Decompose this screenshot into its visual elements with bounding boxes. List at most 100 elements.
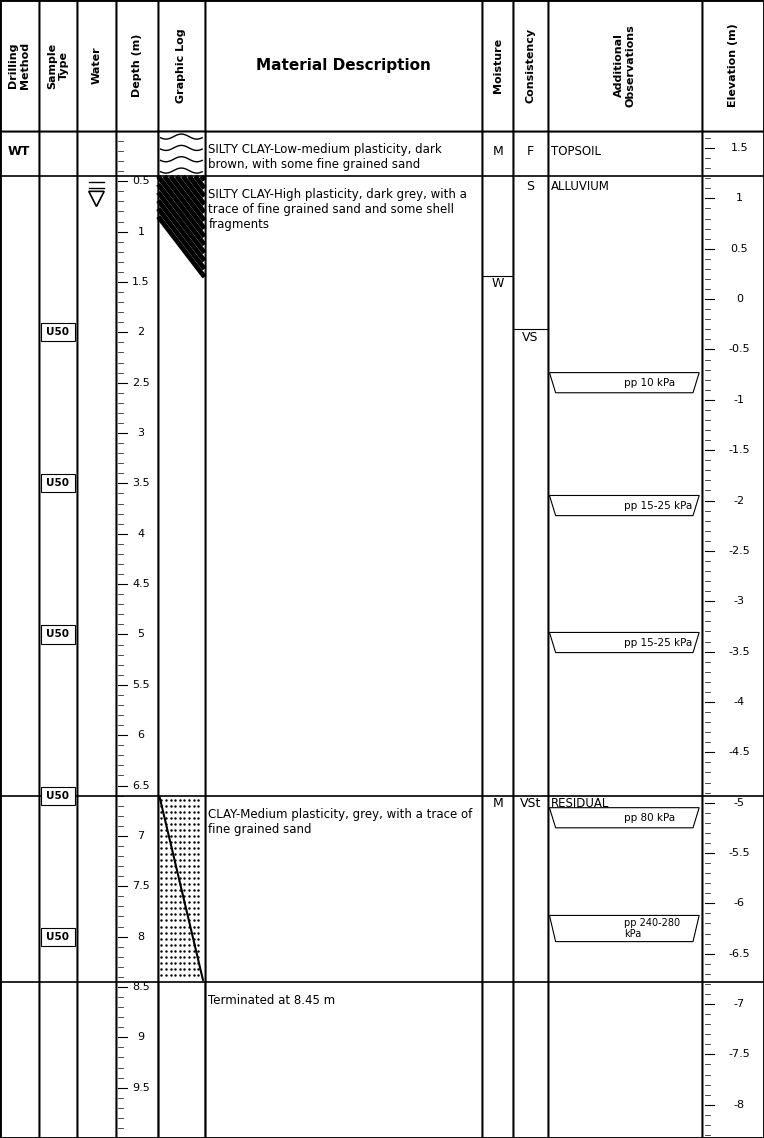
Text: -0.5: -0.5 — [729, 345, 750, 354]
Bar — [548, 0, 702, 131]
Text: WT: WT — [8, 145, 31, 157]
Text: 2.5: 2.5 — [132, 378, 150, 388]
Text: -3.5: -3.5 — [729, 646, 750, 657]
Text: U50: U50 — [47, 629, 70, 640]
Text: ALLUVIUM: ALLUVIUM — [551, 180, 610, 192]
Bar — [482, 131, 513, 1138]
Text: Drilling
Method: Drilling Method — [8, 42, 30, 89]
Bar — [39, 131, 77, 1138]
Text: 1.5: 1.5 — [730, 143, 748, 152]
Text: SILTY CLAY-Low-medium plasticity, dark
brown, with some fine grained sand: SILTY CLAY-Low-medium plasticity, dark b… — [209, 143, 442, 171]
Text: -5.5: -5.5 — [729, 848, 750, 858]
Bar — [205, 131, 482, 1138]
Text: 3: 3 — [138, 428, 144, 438]
Bar — [205, 0, 482, 131]
Polygon shape — [89, 191, 104, 206]
Bar — [702, 0, 764, 131]
Text: VS: VS — [523, 331, 539, 344]
Text: U50: U50 — [47, 791, 70, 801]
Bar — [702, 0, 764, 131]
Text: Elevation (m): Elevation (m) — [728, 24, 738, 107]
Bar — [0, 0, 39, 131]
Text: TOPSOIL: TOPSOIL — [551, 145, 601, 157]
Bar — [513, 0, 548, 131]
Text: -1.5: -1.5 — [729, 445, 750, 455]
Text: -2: -2 — [733, 495, 745, 505]
Text: M: M — [492, 145, 503, 157]
Bar — [158, 131, 205, 1138]
Text: U50: U50 — [47, 932, 70, 941]
Text: -4: -4 — [733, 696, 745, 707]
Text: -5: -5 — [733, 798, 745, 808]
Bar — [116, 0, 158, 131]
Text: 1: 1 — [138, 226, 144, 237]
Bar — [0, 131, 39, 1138]
Text: U50: U50 — [47, 478, 70, 488]
Bar — [0, 131, 39, 1138]
Bar — [158, 131, 205, 176]
Text: -2.5: -2.5 — [728, 546, 750, 555]
Text: M: M — [492, 797, 503, 810]
Text: Moisture: Moisture — [493, 38, 503, 93]
Bar — [205, 131, 482, 1138]
Text: 5.5: 5.5 — [132, 679, 150, 690]
Text: 8: 8 — [138, 932, 144, 941]
Bar — [513, 131, 548, 1138]
Bar — [158, 131, 205, 1138]
Polygon shape — [549, 495, 699, 516]
Text: F: F — [527, 145, 534, 157]
Bar — [548, 0, 702, 131]
Text: 4.5: 4.5 — [132, 579, 150, 589]
Bar — [702, 131, 764, 1138]
Text: Water: Water — [92, 47, 102, 84]
Bar — [77, 0, 116, 131]
Bar — [513, 0, 548, 131]
Text: 2: 2 — [138, 328, 144, 337]
Text: -6: -6 — [733, 898, 745, 908]
Text: pp 15-25 kPa: pp 15-25 kPa — [624, 637, 693, 648]
Bar — [116, 131, 158, 1138]
Bar — [205, 0, 482, 131]
Text: S: S — [526, 180, 535, 192]
Bar — [158, 176, 205, 795]
Text: 1.5: 1.5 — [132, 277, 150, 287]
Text: Additional
Observations: Additional Observations — [614, 24, 636, 107]
Bar — [77, 131, 116, 1138]
Text: CLAY-Medium plasticity, grey, with a trace of
fine grained sand: CLAY-Medium plasticity, grey, with a tra… — [209, 808, 473, 835]
Text: -7.5: -7.5 — [728, 1049, 750, 1059]
Text: U50: U50 — [47, 328, 70, 337]
Bar — [0, 0, 39, 131]
Text: -6.5: -6.5 — [729, 949, 750, 958]
Bar — [41, 323, 75, 341]
Text: 7.5: 7.5 — [132, 881, 150, 891]
Text: 0.5: 0.5 — [132, 176, 150, 187]
Bar — [39, 0, 77, 131]
Bar — [77, 131, 116, 1138]
Polygon shape — [549, 915, 699, 941]
Text: -4.5: -4.5 — [728, 748, 750, 757]
Text: 9.5: 9.5 — [132, 1082, 150, 1092]
Text: pp 15-25 kPa: pp 15-25 kPa — [624, 501, 693, 511]
Text: VSt: VSt — [520, 797, 541, 810]
Text: 0.5: 0.5 — [730, 244, 748, 254]
Text: Material Description: Material Description — [256, 58, 431, 73]
Bar — [482, 131, 513, 1138]
Bar — [116, 131, 158, 1138]
Text: 9: 9 — [138, 1032, 144, 1042]
Text: -7: -7 — [733, 999, 745, 1009]
Text: pp 10 kPa: pp 10 kPa — [624, 378, 675, 388]
Text: -3: -3 — [733, 596, 745, 607]
Bar — [548, 131, 702, 1138]
Bar — [39, 0, 77, 131]
Text: SILTY CLAY-High plasticity, dark grey, with a
trace of fine grained sand and som: SILTY CLAY-High plasticity, dark grey, w… — [209, 188, 468, 231]
Text: Consistency: Consistency — [526, 28, 536, 104]
Bar — [482, 0, 513, 131]
Text: 0: 0 — [736, 294, 743, 304]
Bar — [158, 131, 205, 1138]
Bar — [158, 795, 205, 982]
Text: Graphic Log: Graphic Log — [176, 28, 186, 102]
Text: 7: 7 — [138, 831, 144, 841]
Bar — [702, 131, 764, 1138]
Bar — [482, 0, 513, 131]
Polygon shape — [549, 372, 699, 393]
